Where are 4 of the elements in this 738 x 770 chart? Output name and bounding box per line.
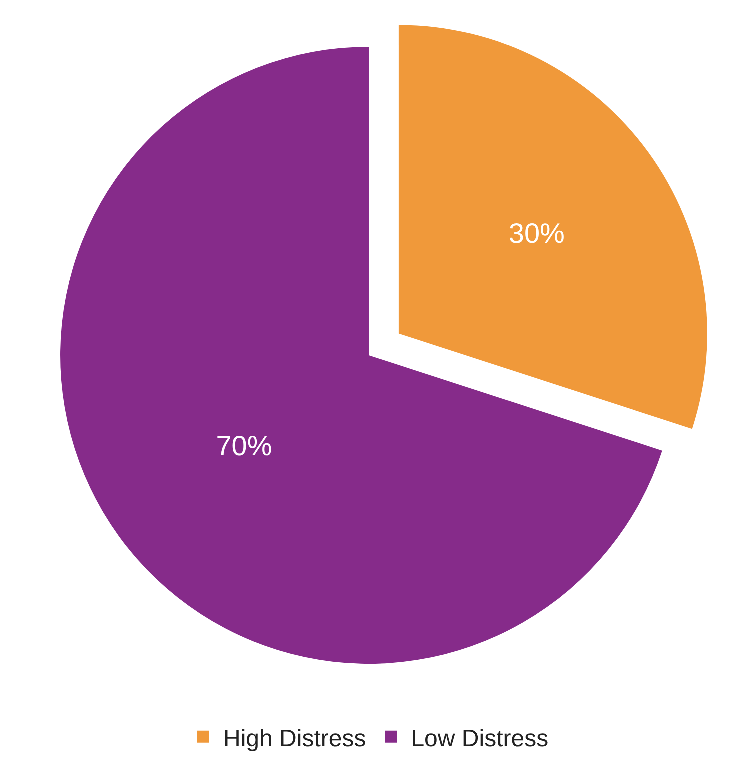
legend-label: Low Distress — [411, 725, 549, 752]
legend-label: High Distress — [224, 725, 366, 752]
data-label: 70% — [216, 430, 272, 462]
data-label: 30% — [508, 218, 565, 250]
